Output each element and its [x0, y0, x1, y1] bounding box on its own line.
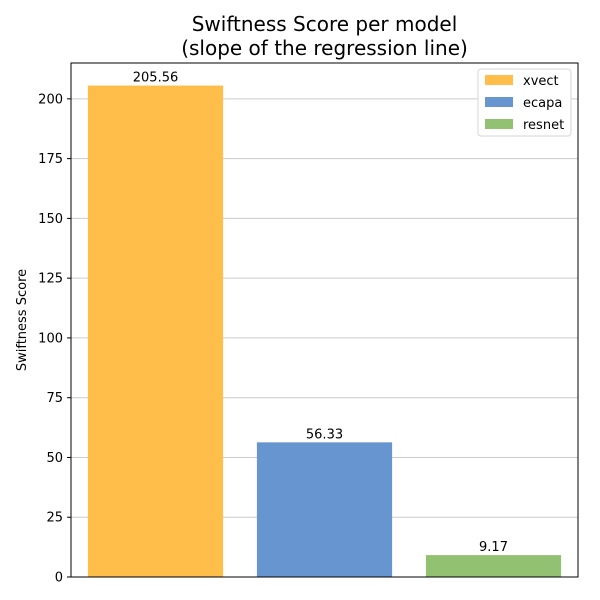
- chart-title-line: (slope of the regression line): [181, 36, 468, 60]
- bars: [87, 85, 562, 578]
- y-axis-ticks: 0 25 50 75 100 125 150 175 200: [38, 92, 71, 586]
- y-tick-label: 200: [38, 92, 63, 107]
- y-axis-label: Swiftness Score: [15, 269, 30, 371]
- legend-swatch-resnet: [485, 119, 513, 129]
- legend-swatch-ecapa: [485, 97, 513, 107]
- bar-value-label: 9.17: [479, 540, 508, 555]
- bar-value-labels: 205.56 56.33 9.17: [133, 71, 508, 556]
- y-tick-label: 175: [38, 152, 63, 167]
- y-tick-label: 100: [38, 331, 63, 346]
- y-tick-label: 75: [46, 391, 63, 406]
- legend-label-xvect: xvect: [523, 74, 559, 89]
- legend-label-ecapa: ecapa: [523, 96, 562, 111]
- legend-swatch-xvect: [485, 75, 513, 85]
- y-tick-label: 125: [38, 272, 63, 287]
- chart-title: Swiftness Score per model(slope of the r…: [181, 12, 468, 60]
- bar-resnet: [425, 555, 562, 577]
- y-tick-label: 0: [55, 571, 63, 586]
- bar-value-label: 56.33: [306, 427, 343, 442]
- plot-frame: [70, 62, 579, 578]
- legend-label-resnet: resnet: [523, 118, 564, 133]
- bar-value-label: 205.56: [133, 71, 179, 86]
- y-tick-label: 50: [46, 451, 63, 466]
- chart-title-line: Swiftness Score per model: [192, 12, 458, 36]
- y-tick-label: 150: [38, 212, 63, 227]
- bar-xvect: [87, 85, 224, 578]
- bar-ecapa: [256, 442, 393, 577]
- legend: xvect ecapa resnet: [477, 68, 572, 137]
- y-tick-label: 25: [46, 511, 63, 526]
